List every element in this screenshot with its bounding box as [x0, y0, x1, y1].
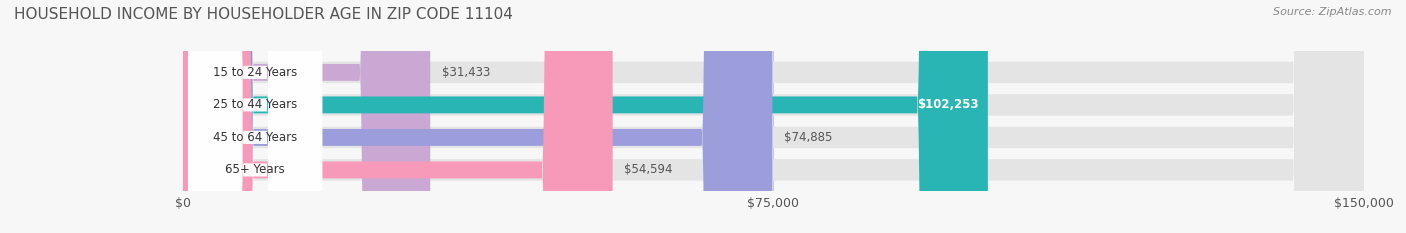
Text: $74,885: $74,885 — [785, 131, 832, 144]
FancyBboxPatch shape — [183, 0, 613, 233]
Text: 15 to 24 Years: 15 to 24 Years — [214, 66, 297, 79]
FancyBboxPatch shape — [183, 0, 430, 233]
FancyBboxPatch shape — [183, 0, 1364, 233]
Text: Source: ZipAtlas.com: Source: ZipAtlas.com — [1274, 7, 1392, 17]
FancyBboxPatch shape — [183, 0, 1364, 233]
Text: $54,594: $54,594 — [624, 163, 673, 176]
FancyBboxPatch shape — [183, 0, 988, 233]
FancyBboxPatch shape — [188, 0, 322, 233]
FancyBboxPatch shape — [183, 0, 772, 233]
Text: HOUSEHOLD INCOME BY HOUSEHOLDER AGE IN ZIP CODE 11104: HOUSEHOLD INCOME BY HOUSEHOLDER AGE IN Z… — [14, 7, 513, 22]
FancyBboxPatch shape — [188, 0, 322, 233]
FancyBboxPatch shape — [188, 0, 322, 233]
FancyBboxPatch shape — [183, 0, 1364, 233]
FancyBboxPatch shape — [188, 0, 322, 233]
FancyBboxPatch shape — [183, 0, 1364, 233]
Text: $31,433: $31,433 — [441, 66, 491, 79]
Text: 25 to 44 Years: 25 to 44 Years — [214, 98, 297, 111]
Text: $102,253: $102,253 — [917, 98, 979, 111]
Text: 45 to 64 Years: 45 to 64 Years — [214, 131, 297, 144]
Text: 65+ Years: 65+ Years — [225, 163, 285, 176]
